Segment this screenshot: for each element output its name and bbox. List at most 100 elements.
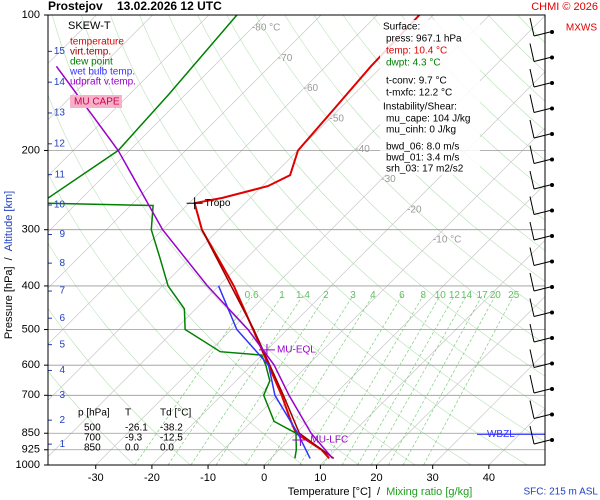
table-cell: -12.5	[160, 433, 183, 444]
x-tick-label: 40	[483, 472, 495, 484]
annotation-label: WBZL	[487, 429, 515, 440]
isotherm	[48, 15, 210, 177]
dry-adiabat	[197, 15, 545, 377]
instability-line: mu_cape: 104 J/kg	[386, 114, 471, 125]
profile-line	[48, 15, 298, 459]
table-cell: -26.1	[125, 423, 148, 434]
wind-barb-dot	[550, 132, 554, 136]
wind-barb-dot	[550, 55, 554, 60]
dry-adiabat	[226, 15, 545, 345]
wind-barb	[529, 272, 535, 292]
altitude-tick-label: 12	[54, 138, 66, 149]
wind-barb-dot	[550, 106, 554, 111]
mixing-ratio-line	[402, 295, 496, 465]
wind-barb-dot	[550, 208, 554, 213]
altitude-tick-label: 5	[59, 339, 65, 350]
mixing-ratio-label: 1	[279, 290, 285, 301]
dry-adiabat	[168, 15, 545, 410]
wind-barb	[533, 108, 551, 113]
x-tick-label: 0	[261, 472, 267, 484]
mixing-ratio-line	[370, 295, 467, 465]
wind-barb	[529, 247, 535, 266]
isotherm-label: -30	[381, 174, 396, 185]
altitude-tick-label: 11	[55, 169, 66, 180]
altitude-tick-label: 14	[54, 77, 66, 88]
mixing-ratio-line	[299, 295, 403, 465]
surface-line: t-mxfc: 12.2 °C	[386, 88, 452, 99]
dry-adiabat	[255, 15, 545, 313]
dry-adiabat	[48, 172, 303, 465]
y-label2: Altitude [km]	[3, 191, 15, 252]
table-cell: 0.0	[125, 443, 139, 454]
x-label-sep: /	[377, 486, 381, 498]
x-tick-label: 30	[427, 472, 439, 484]
wind-barb	[533, 337, 551, 343]
isotherm-label: -40	[355, 144, 370, 155]
cape-label: MU CAPE	[74, 97, 120, 108]
mixing-ratio-label: 8	[421, 290, 427, 301]
table-cell: -38.2	[160, 423, 183, 434]
isotherm	[48, 15, 322, 289]
surface-line: dwpt: 4.3 °C	[386, 58, 441, 69]
legend-entry: dew point	[70, 57, 113, 68]
dry-adiabat	[429, 15, 545, 131]
mixing-ratio-label: 0.6	[245, 290, 259, 301]
mixing-ratio-line	[388, 295, 483, 465]
isotherm-label: -60	[304, 83, 319, 94]
table-header: T	[125, 408, 131, 419]
table-cell: -9.3	[125, 433, 143, 444]
x-tick-label: -20	[144, 472, 160, 484]
isotherm-label: -70	[278, 53, 293, 64]
y-tick-label: 100	[22, 9, 40, 21]
instability-line: bwd_06: 8.0 m/s	[386, 142, 459, 153]
instability-line: mu_cinh: 0 J/kg	[386, 125, 456, 136]
dry-adiabat	[48, 307, 191, 465]
dry-adiabat	[48, 370, 135, 465]
wind-barb	[529, 17, 535, 37]
isotherm	[320, 239, 545, 465]
wind-barb-dot	[550, 387, 554, 391]
wind-barb	[533, 184, 551, 190]
y-tick-label: 500	[22, 323, 40, 335]
dry-adiabat	[313, 15, 545, 251]
plot-frame	[47, 14, 546, 466]
altitude-tick-label: 8	[59, 258, 65, 269]
mixing-ratio-label: 25	[508, 290, 520, 301]
profile-line	[217, 285, 311, 459]
altitude-tick-label: 7	[59, 286, 65, 297]
altitude-tick-label: 1	[59, 439, 65, 450]
isotherm	[151, 71, 545, 465]
altitude-tick-label: 2	[59, 415, 65, 426]
surface-title: Surface:	[383, 22, 420, 33]
wind-barb	[529, 196, 535, 215]
chart-title: Prostejov	[48, 0, 103, 13]
profile-line	[201, 229, 335, 460]
wind-barb-dot	[550, 336, 554, 340]
y-tick-label: 1000	[16, 459, 40, 471]
chart-subtitle: 13.02.2026 12 UTC	[117, 0, 222, 13]
wind-barb	[529, 94, 535, 113]
dry-adiabat	[52, 15, 416, 465]
mixing-ratio-label: 2	[323, 290, 329, 301]
mixing-ratio-label: 6	[399, 290, 405, 301]
mixing-ratio-line	[215, 295, 327, 465]
altitude-tick-label: 6	[59, 313, 65, 324]
mixing-ratio-line	[322, 295, 424, 465]
y-axis-label: Pressure [hPa] / Altitude [km]	[3, 191, 15, 339]
wind-barb-dot	[550, 438, 554, 442]
wind-barb	[533, 439, 551, 445]
wind-barb	[533, 57, 551, 62]
sfc-label: SFC: 215 m ASL	[524, 487, 599, 498]
y-tick-label: 400	[22, 280, 40, 292]
wind-barb-dot	[550, 310, 554, 315]
wind-barb	[529, 349, 535, 368]
wind-barb	[533, 159, 551, 164]
mixing-ratio-label: 3	[350, 290, 356, 301]
altitude-tick-label: 13	[54, 108, 66, 119]
wind-barb	[529, 119, 535, 139]
dry-adiabat	[458, 15, 545, 102]
table-header: Td [°C]	[160, 408, 191, 419]
dry-adiabat	[284, 15, 545, 282]
